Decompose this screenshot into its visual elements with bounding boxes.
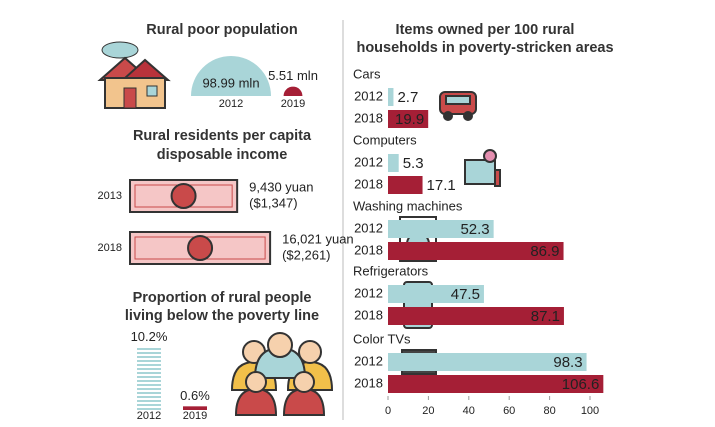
x-tick-label: 40	[463, 405, 475, 417]
chart-title: Rural poor population	[146, 22, 297, 38]
category-label: 2012	[137, 410, 161, 422]
x-tick-label: 20	[422, 405, 434, 417]
bill-coin	[170, 183, 197, 209]
value-label: 52.3	[460, 221, 489, 238]
value-label: 9,430 yuan	[249, 179, 313, 194]
bar	[388, 154, 399, 172]
value-label: 98.3	[553, 354, 582, 371]
value-label: 98.99 mln	[202, 75, 259, 90]
group-label: Computers	[353, 132, 417, 147]
x-tick-label: 60	[503, 405, 515, 417]
series-label: 2012	[354, 88, 383, 103]
usd-label: ($2,261)	[282, 247, 330, 262]
chart-title: Rural residents per capita	[133, 128, 312, 144]
series-label: 2012	[354, 220, 383, 235]
series-label: 2018	[354, 242, 383, 257]
value-label: 47.5	[451, 286, 480, 303]
people-icon	[230, 332, 334, 416]
value-label: 5.51 mln	[268, 68, 318, 83]
bar	[388, 88, 394, 106]
bar	[137, 347, 161, 410]
bar	[183, 406, 207, 410]
value-label: 2.7	[397, 89, 418, 106]
chart-title: households in poverty-stricken areas	[356, 40, 613, 56]
computer-icon	[464, 149, 501, 187]
value-label: 17.1	[427, 177, 456, 194]
bar	[388, 375, 604, 393]
car-icon	[439, 91, 477, 121]
value-label: 86.9	[530, 243, 559, 260]
series-label: 2018	[354, 307, 383, 322]
group-label: Cars	[353, 66, 381, 81]
series-label: 2012	[354, 285, 383, 300]
x-tick-label: 100	[581, 405, 599, 417]
bill-coin	[187, 235, 214, 261]
value-label: 87.1	[531, 308, 560, 325]
bar	[388, 285, 484, 303]
bar	[388, 353, 587, 371]
category-label: 2019	[281, 98, 305, 110]
house-icon	[97, 41, 171, 109]
x-tick-label: 80	[543, 405, 555, 417]
series-label: 2018	[354, 110, 383, 125]
bar	[388, 220, 494, 238]
series-label: 2018	[354, 375, 383, 390]
value-label: 106.6	[562, 376, 600, 393]
x-tick-label: 0	[385, 405, 391, 417]
semicircle	[283, 86, 303, 96]
usd-label: ($1,347)	[249, 195, 297, 210]
bar	[388, 242, 564, 260]
value-label: 5.3	[403, 155, 424, 172]
chart-title: living below the poverty line	[125, 308, 319, 324]
group-label: Color TVs	[353, 331, 411, 346]
bar	[388, 110, 429, 128]
category-label: 2013	[98, 190, 122, 202]
category-label: 2012	[219, 98, 243, 110]
chart-title: Items owned per 100 rural	[396, 22, 575, 38]
chart-title: disposable income	[157, 147, 288, 163]
series-label: 2018	[354, 176, 383, 191]
series-label: 2012	[354, 353, 383, 368]
value-label: 16,021 yuan	[282, 231, 354, 246]
group-label: Washing machines	[353, 198, 463, 213]
value-label: 0.6%	[180, 388, 210, 403]
group-label: Refrigerators	[353, 263, 429, 278]
category-label: 2019	[183, 410, 207, 422]
semicircle	[191, 56, 271, 96]
chart-title: Proportion of rural people	[133, 290, 312, 306]
category-label: 2018	[98, 242, 122, 254]
bar	[388, 307, 564, 325]
series-label: 2012	[354, 154, 383, 169]
value-label: 19.9	[395, 111, 424, 128]
bar	[388, 176, 423, 194]
value-label: 10.2%	[131, 329, 168, 344]
